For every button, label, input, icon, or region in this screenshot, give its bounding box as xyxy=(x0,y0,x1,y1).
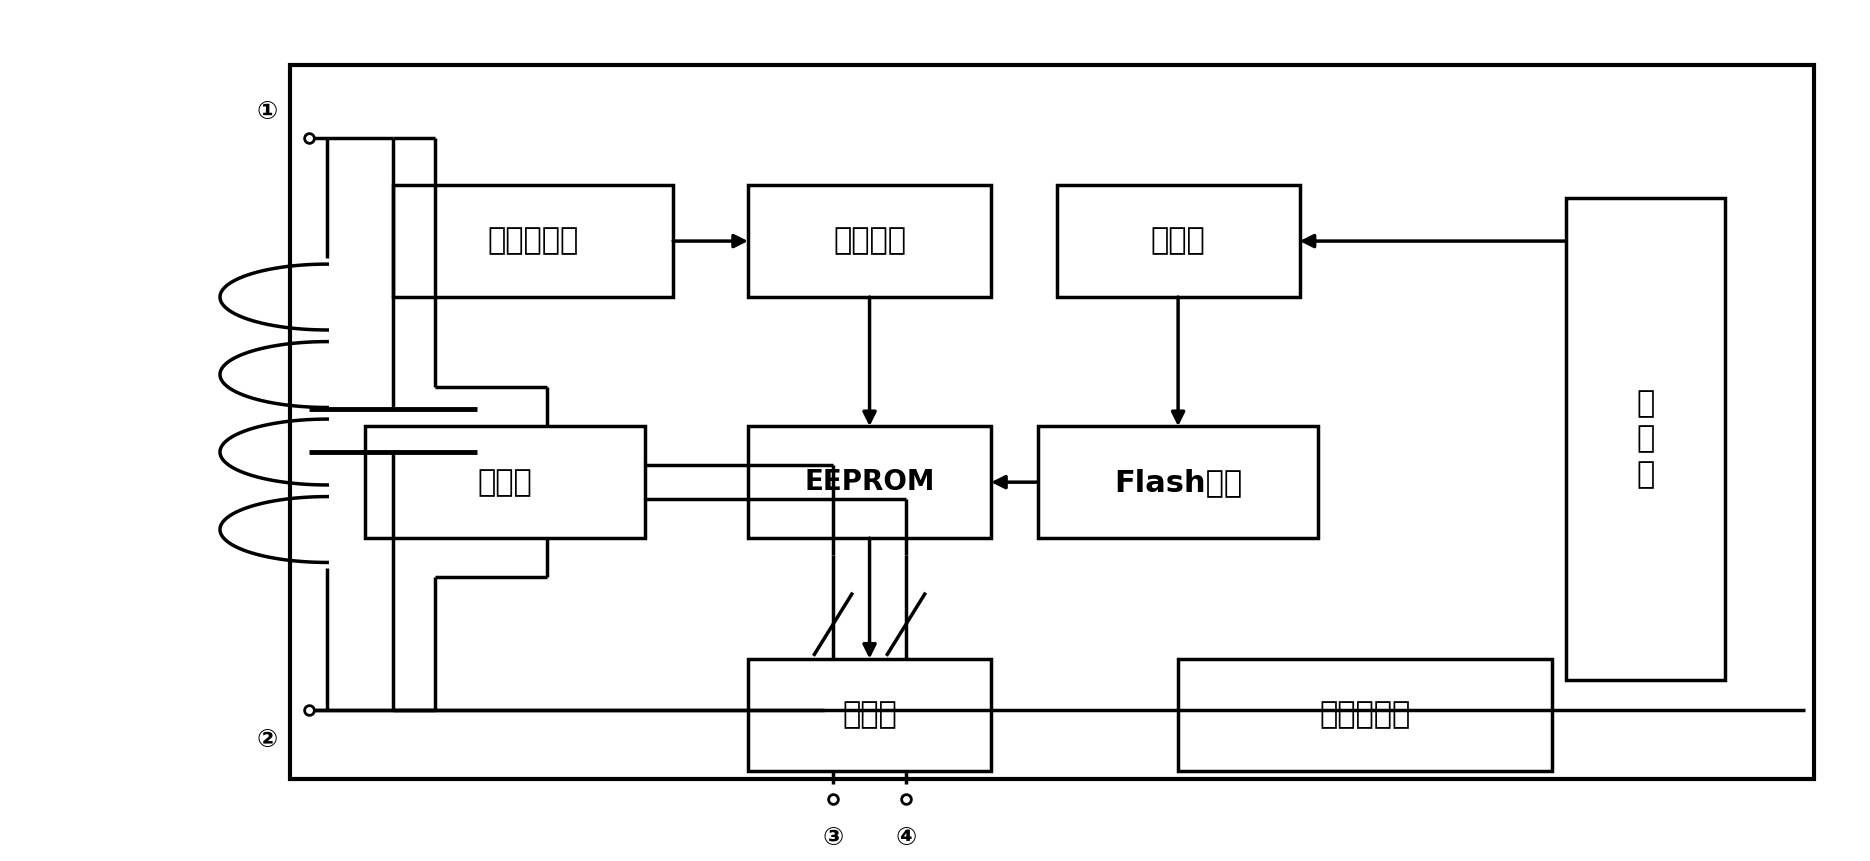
Text: ③: ③ xyxy=(823,826,843,850)
Bar xyxy=(1178,659,1552,771)
Bar xyxy=(1057,185,1300,297)
Bar xyxy=(393,185,673,297)
Text: ②: ② xyxy=(256,728,279,753)
Text: 逻辑控制: 逻辑控制 xyxy=(832,226,907,256)
Text: ④: ④ xyxy=(896,826,916,850)
Bar xyxy=(365,426,645,538)
Bar xyxy=(290,65,1814,779)
Text: 振
荡
器: 振 荡 器 xyxy=(1636,388,1655,490)
Bar xyxy=(748,185,991,297)
Text: 时钟分频器: 时钟分频器 xyxy=(488,226,578,256)
Text: EEPROM: EEPROM xyxy=(804,468,935,496)
Text: 上电自复位: 上电自复位 xyxy=(1320,700,1410,729)
Text: 编码器: 编码器 xyxy=(842,700,898,729)
Text: 整流器: 整流器 xyxy=(477,468,533,497)
Bar xyxy=(748,426,991,538)
Bar xyxy=(1567,198,1724,680)
Text: Flash控制: Flash控制 xyxy=(1115,468,1242,497)
Bar xyxy=(1038,426,1318,538)
Bar xyxy=(748,659,991,771)
Text: 计数器: 计数器 xyxy=(1150,226,1206,256)
Text: ①: ① xyxy=(256,100,279,124)
